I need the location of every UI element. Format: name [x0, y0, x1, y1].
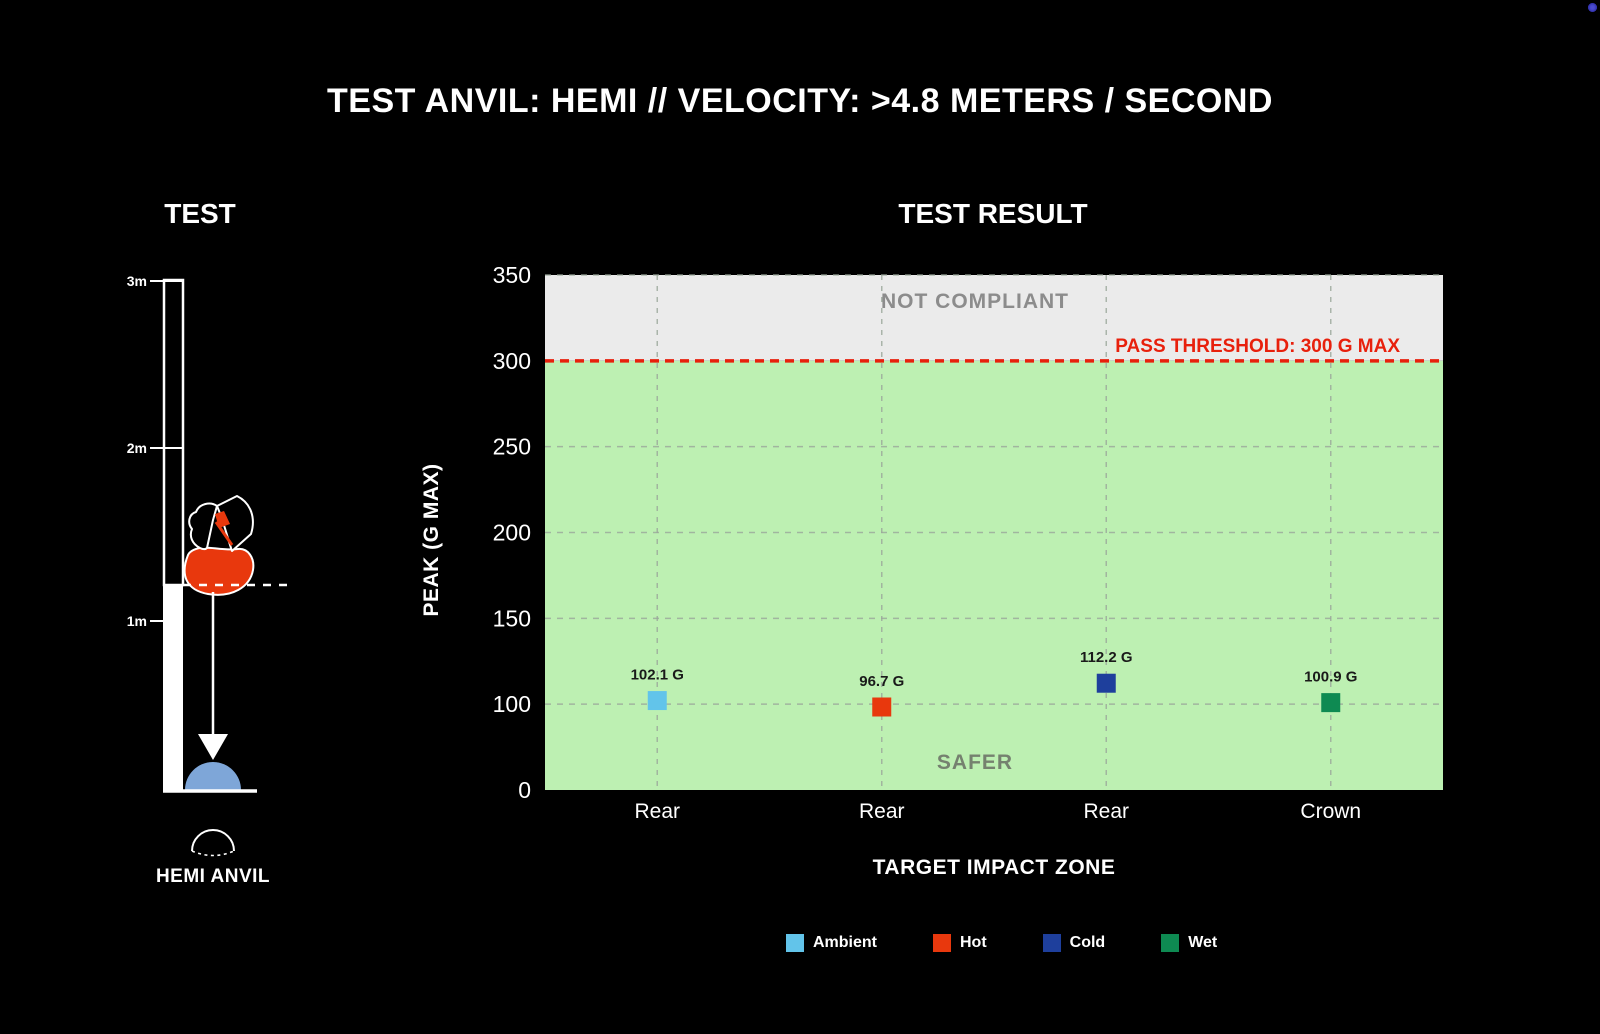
drop-arrow	[198, 592, 228, 760]
helmet-icon	[183, 495, 255, 596]
zone-label: NOT COMPLIANT	[881, 290, 1069, 313]
data-point-hot	[872, 697, 892, 717]
zone-label-layer: NOT COMPLIANT SAFER	[881, 290, 1069, 774]
y-tick-label: 100	[493, 691, 531, 717]
data-point-value-label: 100.9 G	[1304, 669, 1357, 686]
height-mark-1m: 1m	[127, 613, 147, 629]
pass-threshold-label: PASS THRESHOLD: 300 G MAX	[1115, 336, 1400, 357]
result-panel-heading: TEST RESULT	[898, 198, 1088, 229]
y-tick-label: 200	[493, 520, 531, 546]
chart-legend: Ambient Hot Cold Wet	[786, 934, 1217, 952]
legend-swatch	[1161, 934, 1180, 952]
data-point-cold	[1096, 673, 1116, 693]
hemi-anvil-icon	[191, 829, 235, 857]
threshold-layer: PASS THRESHOLD: 300 G MAX	[545, 336, 1443, 363]
drop-pole-upper	[162, 278, 185, 587]
legend-item-ambient: Ambient	[786, 934, 877, 952]
x-axis-label: TARGET IMPACT ZONE	[873, 856, 1116, 879]
legend-label: Cold	[1069, 934, 1106, 951]
point-layer: 102.1 G 96.7 G 112.2 G 100.9 G	[631, 649, 1357, 717]
page-title: TEST ANVIL: HEMI // VELOCITY: >4.8 METER…	[327, 82, 1273, 120]
y-tick-label: 150	[493, 605, 531, 631]
status-dot	[1588, 3, 1597, 12]
x-tick-label: Rear	[634, 800, 680, 823]
x-tick-label: Rear	[859, 800, 905, 823]
y-tick-label: 300	[493, 348, 531, 374]
y-tick-label: 350	[493, 262, 531, 288]
y-tick-label: 0	[518, 777, 531, 803]
data-point-value-label: 112.2 G	[1080, 649, 1133, 666]
height-mark-2m: 2m	[127, 440, 147, 456]
zone-band	[545, 275, 1443, 361]
anvil-label: HEMI ANVIL	[156, 866, 270, 887]
test-result-chart: PASS THRESHOLD: 300 G MAX NOT COMPLIANT S…	[420, 262, 1443, 879]
tick-layer: 0 100 150 200 250 300 350 Rear Rear Rear Crown	[493, 262, 1361, 823]
data-point-value-label: 96.7 G	[859, 673, 904, 690]
legend-item-wet: Wet	[1161, 934, 1217, 952]
drop-pole-lower	[163, 585, 183, 791]
data-point-ambient	[647, 691, 667, 711]
data-point-wet	[1321, 693, 1341, 713]
y-axis-label: PEAK (G MAX)	[420, 464, 443, 617]
legend-swatch	[1042, 934, 1061, 952]
legend-swatch	[933, 934, 951, 952]
data-point-value-label: 102.1 G	[631, 667, 684, 684]
legend-label: Ambient	[813, 934, 877, 951]
legend-label: Wet	[1188, 934, 1218, 951]
x-tick-label: Rear	[1083, 800, 1129, 823]
zone-layer	[545, 275, 1443, 790]
height-mark-3m: 3m	[127, 273, 147, 289]
drop-test-diagram: 3m 2m 1m HEMI ANVIL	[127, 273, 292, 887]
legend-item-cold: Cold	[1042, 934, 1106, 952]
x-tick-label: Crown	[1300, 800, 1361, 823]
legend-item-hot: Hot	[933, 934, 987, 952]
zone-band	[545, 360, 1443, 790]
grid-layer	[545, 274, 1443, 790]
anvil-hemisphere	[185, 762, 241, 790]
legend-swatch	[786, 934, 804, 952]
legend-label: Hot	[960, 934, 987, 951]
zone-label: SAFER	[937, 751, 1013, 774]
y-tick-label: 250	[493, 434, 531, 460]
test-panel-heading: TEST	[164, 198, 236, 229]
